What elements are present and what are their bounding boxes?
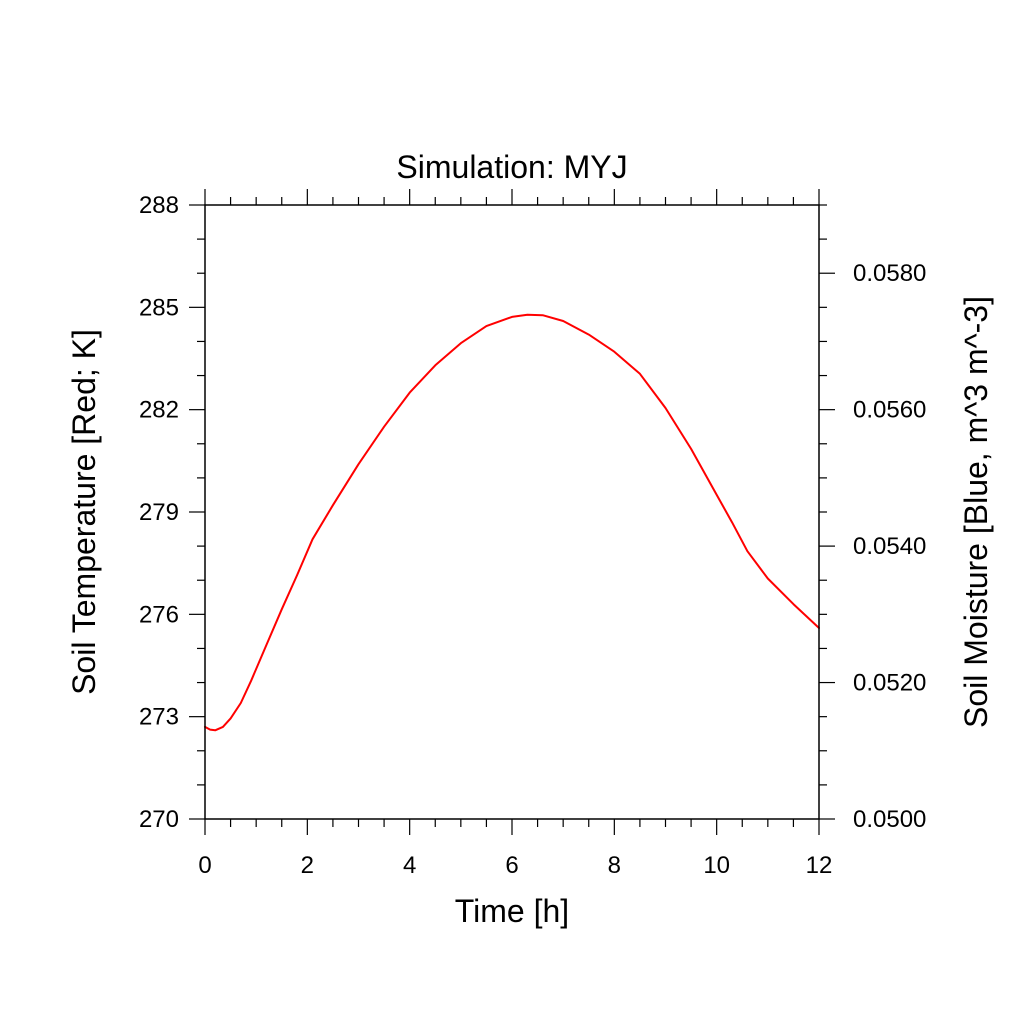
y-left-tick-label: 282 [139,397,179,424]
chart-title: Simulation: MYJ [396,149,627,185]
plot-frame [204,204,820,820]
y-left-tick-label: 279 [139,499,179,526]
x-tick-label: 4 [403,852,416,879]
x-tick-label: 12 [806,852,833,879]
x-tick-label: 10 [703,852,730,879]
soil-temperature-line [204,313,820,732]
y-right-tick-label: 0.0520 [853,670,926,697]
x-tick-label: 6 [505,852,518,879]
x-tick-label: 8 [608,852,621,879]
y-axis-label-right: Soil Moisture [Blue, m^3 m^-3] [958,296,994,728]
series-layer [204,313,820,732]
y-left-tick-label: 273 [139,704,179,731]
tick-labels: 0 2 4 6 8 10 12 270 273 276 279 282 285 288 0.0500 0.05… [139,192,926,879]
y-right-tick-label: 0.0560 [853,397,926,424]
y-left-tick-label: 285 [139,294,179,321]
x-tick-label: 2 [301,852,314,879]
x-tick-label: 0 [198,852,211,879]
y-left-tick-label: 276 [139,601,179,628]
y-left-tick-label: 288 [139,192,179,219]
y-axis-label-left: Soil Temperature [Red; K] [66,329,102,695]
y-right-tick-label: 0.0580 [853,260,926,287]
y-right-tick-label: 0.0500 [853,806,926,833]
y-left-tick-label: 270 [139,806,179,833]
axis-ticks [189,189,835,835]
x-axis-label: Time [h] [455,893,569,929]
y-right-tick-label: 0.0540 [853,533,926,560]
